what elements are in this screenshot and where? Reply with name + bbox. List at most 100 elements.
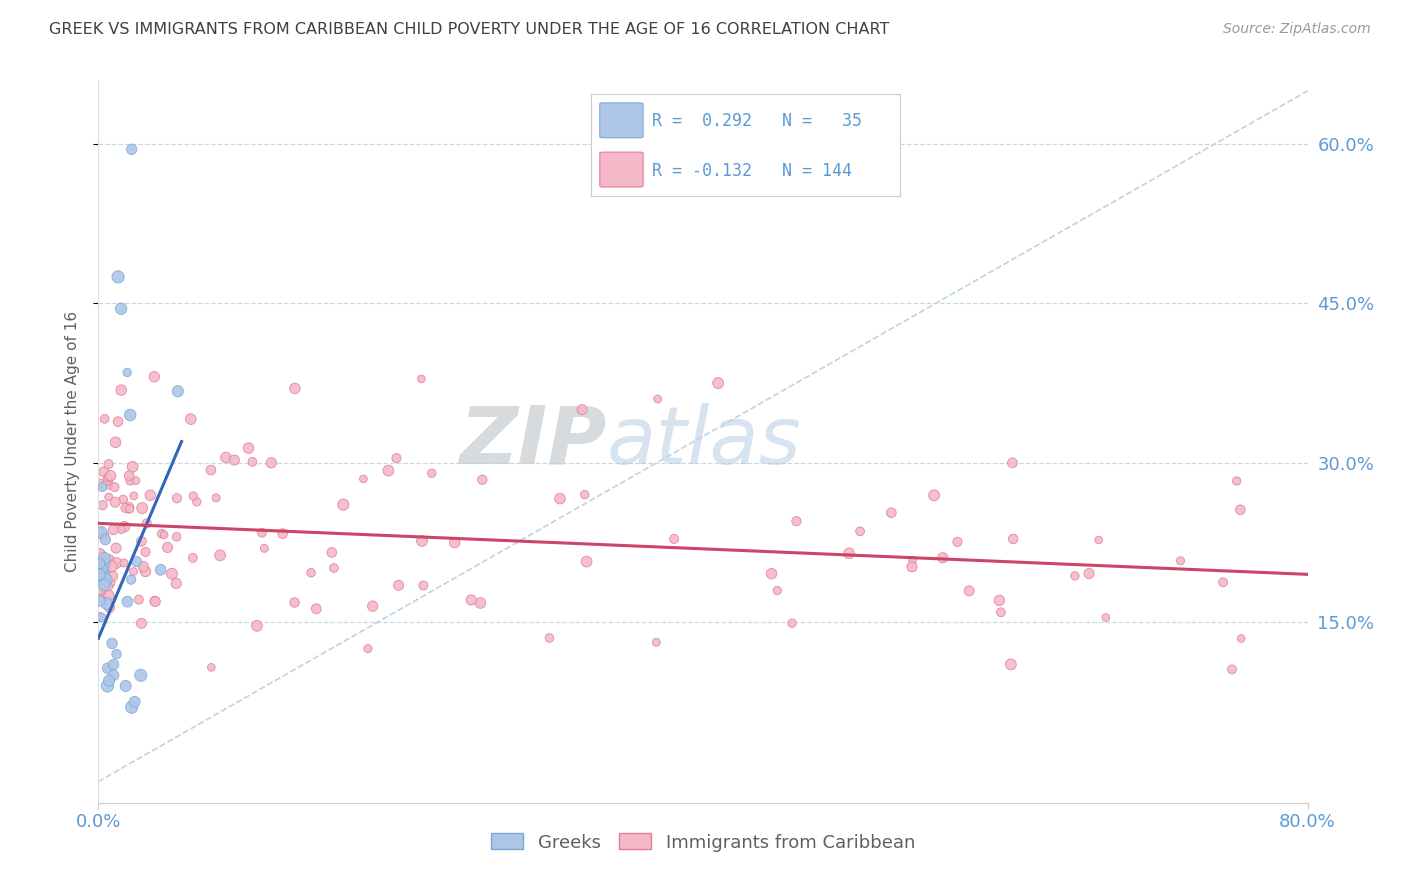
Point [96, 597, 118, 611]
Point [121, 142, 143, 156]
Point [352, 472, 374, 486]
Text: GREEK VS IMMIGRANTS FROM CARIBBEAN CHILD POVERTY UNDER THE AGE OF 16 CORRELATION: GREEK VS IMMIGRANTS FROM CARIBBEAN CHILD… [49, 22, 890, 37]
Point [538, 631, 561, 645]
Point [93, 529, 115, 543]
Point [186, 495, 208, 509]
Point [988, 593, 1011, 607]
Point [114, 519, 136, 533]
Point [707, 376, 730, 390]
Point [160, 566, 183, 581]
Point [1212, 575, 1234, 590]
Point [901, 553, 924, 567]
Text: atlas: atlas [606, 402, 801, 481]
Point [1095, 610, 1118, 624]
Point [98, 478, 121, 492]
FancyBboxPatch shape [600, 153, 643, 187]
Point [120, 573, 142, 587]
Point [321, 545, 343, 559]
Point [1001, 456, 1024, 470]
Point [107, 415, 129, 429]
Point [766, 583, 789, 598]
Point [880, 506, 903, 520]
Point [134, 545, 156, 559]
Point [181, 489, 204, 503]
Point [101, 559, 124, 574]
Point [1226, 474, 1249, 488]
Point [901, 559, 924, 574]
Point [114, 679, 136, 693]
Point [215, 450, 238, 465]
Point [105, 541, 128, 555]
Point [224, 453, 246, 467]
Point [205, 491, 228, 505]
Point [104, 495, 127, 509]
Point [97, 490, 120, 504]
Point [118, 468, 141, 483]
Point [166, 384, 188, 399]
Point [132, 559, 155, 574]
Point [91, 584, 114, 599]
Point [103, 523, 125, 537]
Point [260, 456, 283, 470]
Y-axis label: Child Poverty Under the Age of 16: Child Poverty Under the Age of 16 [65, 311, 80, 572]
Point [105, 556, 128, 570]
Point [149, 563, 172, 577]
Point [118, 501, 141, 516]
Point [165, 576, 187, 591]
Point [361, 599, 384, 614]
Point [98, 673, 121, 688]
Point [443, 535, 465, 549]
Text: R = -0.132   N = 144: R = -0.132 N = 144 [652, 161, 852, 179]
Text: Source: ZipAtlas.com: Source: ZipAtlas.com [1223, 22, 1371, 37]
Point [103, 668, 125, 682]
Point [97, 661, 120, 675]
Point [246, 619, 269, 633]
Point [1230, 632, 1253, 646]
Point [89, 567, 111, 582]
Point [1220, 662, 1243, 676]
Point [200, 660, 222, 674]
Point [181, 550, 204, 565]
Point [89, 476, 111, 491]
Point [271, 526, 294, 541]
Point [112, 556, 135, 570]
Point [470, 596, 492, 610]
Point [957, 583, 980, 598]
Point [93, 551, 115, 566]
Point [134, 565, 156, 579]
Point [1002, 532, 1025, 546]
Point [90, 525, 112, 540]
Point [166, 530, 188, 544]
Point [143, 369, 166, 384]
Point [105, 647, 128, 661]
Point [922, 488, 945, 502]
Point [91, 557, 114, 571]
Point [103, 480, 125, 494]
Point [125, 474, 148, 488]
Point [250, 525, 273, 540]
FancyBboxPatch shape [600, 103, 643, 137]
Point [125, 555, 148, 569]
Point [284, 595, 307, 609]
Legend: Greeks, Immigrants from Caribbean: Greeks, Immigrants from Caribbean [484, 826, 922, 859]
Point [1064, 569, 1087, 583]
Point [97, 457, 120, 471]
Point [411, 372, 433, 386]
Point [143, 594, 166, 608]
Point [98, 552, 121, 566]
Point [121, 459, 143, 474]
Point [117, 500, 139, 515]
Point [90, 547, 112, 561]
Point [93, 465, 115, 479]
Point [124, 695, 146, 709]
Point [849, 524, 872, 539]
Point [91, 562, 114, 576]
Point [377, 464, 399, 478]
Point [120, 408, 142, 422]
Point [200, 463, 222, 477]
Point [990, 605, 1012, 619]
Point [97, 470, 120, 484]
Point [180, 412, 202, 426]
Point [471, 473, 494, 487]
Point [388, 578, 411, 592]
